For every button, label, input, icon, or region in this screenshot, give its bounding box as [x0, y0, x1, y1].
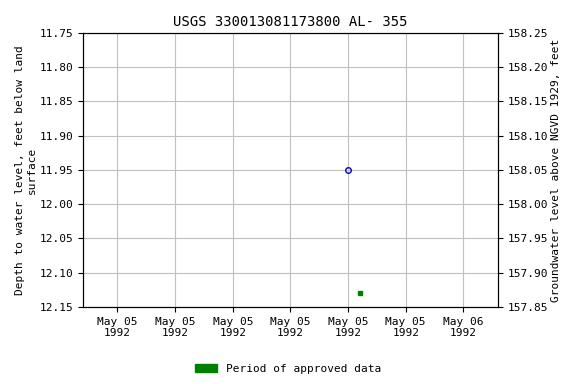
- Legend: Period of approved data: Period of approved data: [191, 359, 385, 379]
- Title: USGS 330013081173800 AL- 355: USGS 330013081173800 AL- 355: [173, 15, 408, 29]
- Y-axis label: Groundwater level above NGVD 1929, feet: Groundwater level above NGVD 1929, feet: [551, 38, 561, 301]
- Y-axis label: Depth to water level, feet below land
surface: Depth to water level, feet below land su…: [15, 45, 37, 295]
